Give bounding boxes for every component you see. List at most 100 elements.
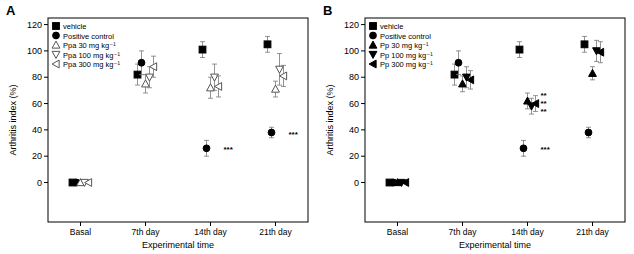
y-tick-label: 40	[32, 125, 42, 135]
y-tick	[44, 103, 48, 104]
error-bar	[586, 127, 591, 138]
error-cap	[212, 90, 217, 91]
y-tick-label: 20	[32, 151, 42, 161]
error-cap	[452, 85, 457, 86]
annotation: **	[541, 107, 548, 116]
marker	[215, 83, 222, 91]
x-tick-label: 7th day	[449, 227, 478, 237]
error-cap	[590, 66, 595, 67]
error-cap	[525, 108, 530, 109]
error-bar	[265, 36, 270, 52]
y-tick	[361, 156, 365, 157]
legend-label: Positive control	[63, 32, 114, 41]
figure: A020406080100120Basal7th day14th day21th…	[0, 0, 634, 254]
error-cap	[521, 156, 526, 157]
error-cap	[598, 62, 603, 63]
error-cap	[135, 85, 140, 86]
error-bar	[456, 51, 461, 75]
series	[73, 51, 275, 186]
marker	[585, 129, 592, 136]
marker	[52, 60, 59, 68]
marker	[276, 66, 284, 73]
error-cap	[204, 140, 209, 141]
error-bar	[204, 140, 209, 156]
y-tick	[44, 156, 48, 157]
y-tick-label: 0	[354, 178, 359, 188]
x-axis-title: Experimental time	[459, 240, 531, 250]
y-tick	[361, 103, 365, 104]
x-axis-title: Experimental time	[142, 240, 214, 250]
x-tick	[592, 222, 593, 226]
marker	[467, 76, 474, 84]
marker	[369, 51, 377, 58]
panel-title: B	[323, 3, 332, 18]
x-tick	[210, 222, 211, 226]
error-cap	[529, 98, 534, 99]
error-cap	[269, 137, 274, 138]
marker	[150, 63, 157, 71]
y-tick-label: 120	[27, 20, 42, 30]
panel-title: A	[6, 3, 16, 18]
x-tick	[527, 222, 528, 226]
error-cap	[200, 41, 205, 42]
marker	[516, 46, 523, 53]
x-tick	[145, 222, 146, 226]
x-tick	[397, 222, 398, 226]
marker	[52, 41, 60, 48]
marker	[272, 85, 280, 92]
panel: A020406080100120Basal7th day14th day21th…	[6, 3, 308, 250]
marker	[597, 48, 604, 56]
y-tick	[44, 129, 48, 130]
series	[85, 56, 287, 186]
marker	[370, 32, 377, 39]
error-bar	[521, 140, 526, 156]
error-bar	[269, 127, 274, 138]
error-cap	[586, 137, 591, 138]
y-tick	[44, 182, 48, 183]
y-tick-label: 20	[349, 151, 359, 161]
error-cap	[525, 93, 530, 94]
series	[81, 54, 284, 187]
annotation: ***	[541, 145, 551, 154]
legend-label: Pp 30 mg kg⁻¹	[380, 41, 429, 50]
legend-label: Positive control	[380, 32, 431, 41]
marker	[142, 80, 150, 87]
y-tick-label: 80	[32, 72, 42, 82]
marker	[207, 84, 215, 91]
marker	[369, 60, 376, 68]
marker	[370, 23, 377, 30]
x-tick-label: 7th day	[132, 227, 161, 237]
legend-label: Ppa 30 mg kg⁻¹	[63, 41, 116, 50]
error-cap	[216, 75, 221, 76]
error-cap	[265, 36, 270, 37]
annotation: ***	[289, 130, 299, 139]
error-bar	[517, 42, 522, 58]
y-tick-label: 120	[344, 20, 359, 30]
error-cap	[139, 50, 144, 51]
error-cap	[273, 81, 278, 82]
marker	[532, 100, 539, 108]
error-cap	[208, 98, 213, 99]
marker	[199, 46, 206, 53]
legend-label: Ppa 300 mg kg⁻¹	[63, 60, 120, 69]
marker	[138, 59, 145, 66]
marker	[53, 32, 60, 39]
x-tick-label: 14th day	[511, 227, 544, 237]
marker	[203, 145, 210, 152]
x-tick	[462, 222, 463, 226]
error-cap	[517, 41, 522, 42]
plot-frame	[48, 18, 308, 222]
error-cap	[456, 74, 461, 75]
error-cap	[582, 52, 587, 53]
error-cap	[273, 96, 278, 97]
error-cap	[598, 41, 603, 42]
error-cap	[281, 86, 286, 87]
error-cap	[521, 140, 526, 141]
marker	[402, 179, 409, 187]
x-tick	[80, 222, 81, 226]
y-tick	[44, 50, 48, 51]
error-cap	[590, 79, 595, 80]
error-cap	[269, 127, 274, 128]
error-cap	[582, 36, 587, 37]
y-tick	[44, 77, 48, 78]
